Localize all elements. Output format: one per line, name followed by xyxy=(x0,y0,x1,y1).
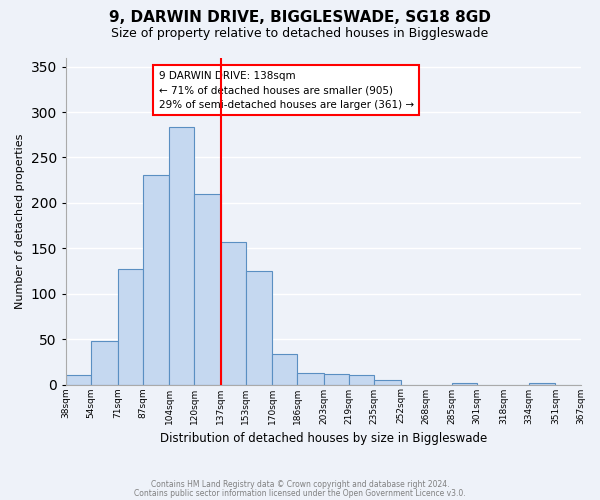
X-axis label: Distribution of detached houses by size in Biggleswade: Distribution of detached houses by size … xyxy=(160,432,487,445)
Bar xyxy=(349,376,374,384)
Bar xyxy=(143,174,169,384)
Bar xyxy=(91,341,118,384)
Bar xyxy=(169,126,194,384)
Bar xyxy=(529,382,556,384)
Bar xyxy=(221,242,246,384)
Text: 9 DARWIN DRIVE: 138sqm
← 71% of detached houses are smaller (905)
29% of semi-de: 9 DARWIN DRIVE: 138sqm ← 71% of detached… xyxy=(158,70,414,110)
Bar xyxy=(66,374,91,384)
Bar xyxy=(246,271,272,384)
Bar xyxy=(374,380,401,384)
Bar xyxy=(272,354,298,384)
Text: Size of property relative to detached houses in Biggleswade: Size of property relative to detached ho… xyxy=(112,28,488,40)
Bar xyxy=(298,372,324,384)
Text: Contains public sector information licensed under the Open Government Licence v3: Contains public sector information licen… xyxy=(134,489,466,498)
Bar xyxy=(194,194,221,384)
Text: 9, DARWIN DRIVE, BIGGLESWADE, SG18 8GD: 9, DARWIN DRIVE, BIGGLESWADE, SG18 8GD xyxy=(109,10,491,25)
Bar xyxy=(452,382,477,384)
Bar xyxy=(118,269,143,384)
Bar xyxy=(324,374,349,384)
Text: Contains HM Land Registry data © Crown copyright and database right 2024.: Contains HM Land Registry data © Crown c… xyxy=(151,480,449,489)
Y-axis label: Number of detached properties: Number of detached properties xyxy=(15,134,25,308)
